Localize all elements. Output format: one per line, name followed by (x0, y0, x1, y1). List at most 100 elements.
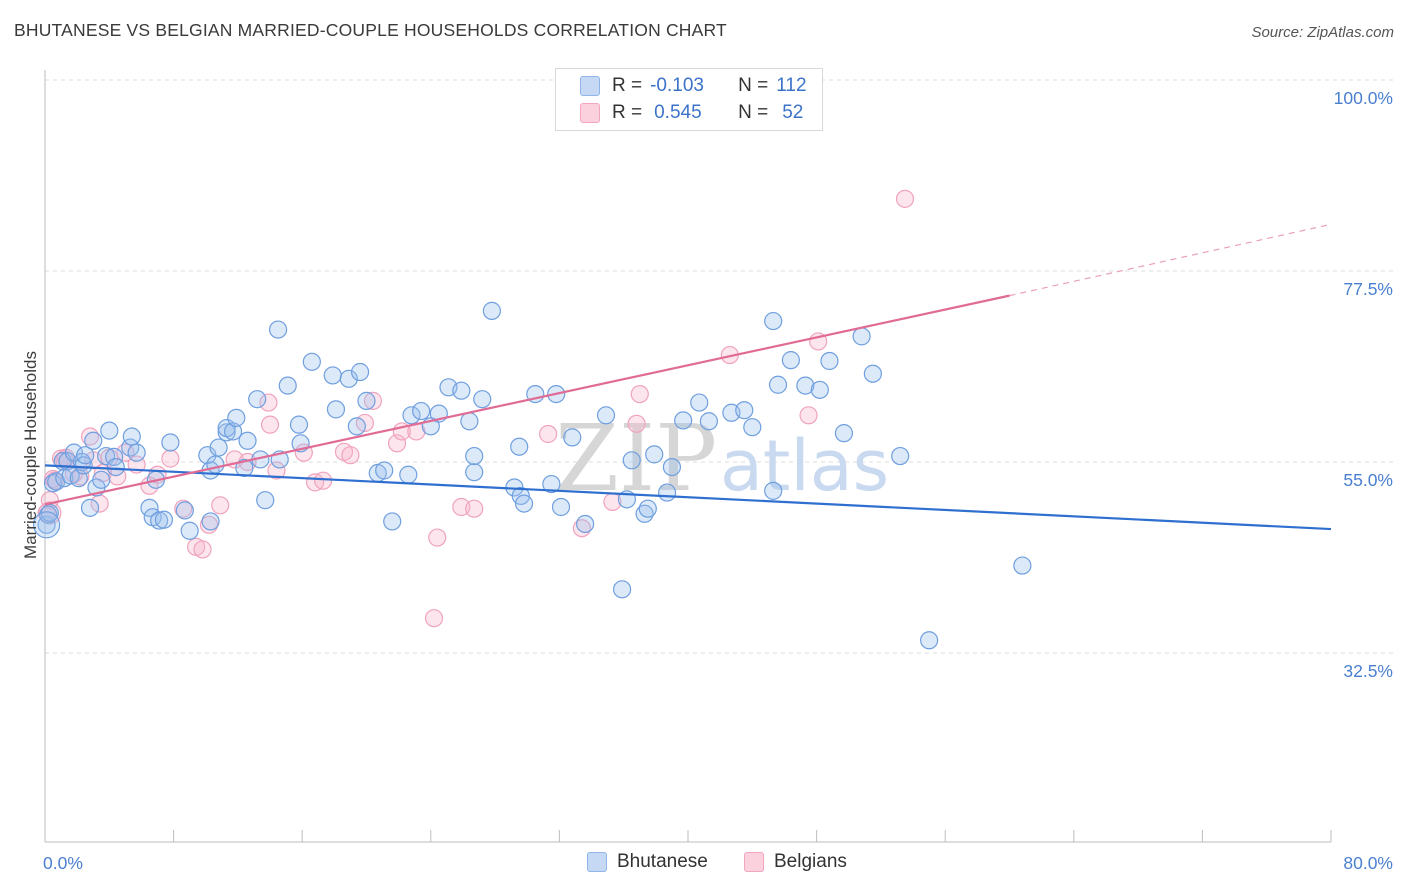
point-bhutanese (375, 461, 394, 480)
trend-line-belgians (44, 294, 1010, 506)
point-bhutanese (891, 446, 910, 466)
axes (44, 70, 1332, 843)
legend-row-bhutanese: R = -0.103 N = 112 (580, 75, 807, 97)
y-axis-label: Married-couple Households (21, 351, 40, 559)
chart-source: Source: ZipAtlas.com (1251, 24, 1394, 41)
point-bhutanese (154, 510, 174, 529)
point-bhutanese (743, 418, 762, 437)
point-bhutanese (350, 362, 370, 382)
chart-title: BHUTANESE VS BELGIAN MARRIED-COUPLE HOUS… (14, 20, 727, 40)
point-belgians (211, 496, 230, 515)
series-legend: Bhutanese Belgians (0, 851, 1406, 877)
point-bhutanese (473, 390, 492, 409)
y-tick-label: 77.5% (1343, 279, 1393, 299)
trend-line-bhutanese (44, 464, 1332, 531)
watermark-atlas: atlas (720, 425, 889, 507)
point-bhutanese (122, 427, 141, 446)
point-bhutanese (206, 455, 225, 474)
point-bhutanese (399, 465, 418, 484)
point-bhutanese (76, 446, 95, 465)
x-tick-label: 80.0% (1343, 853, 1393, 873)
point-bhutanese (1013, 556, 1032, 575)
point-belgians (363, 391, 383, 410)
gridlines (45, 79, 1393, 654)
point-belgians (428, 528, 447, 547)
legend-label: Bhutanese (617, 851, 708, 872)
point-bhutanese (127, 443, 146, 462)
point-bhutanese-cluster (33, 511, 61, 539)
point-bhutanese (563, 428, 582, 447)
legend-item-belgians: Belgians (744, 851, 847, 873)
point-bhutanese (920, 631, 939, 650)
point-bhutanese (690, 393, 709, 412)
legend-swatch-blue (580, 76, 600, 96)
point-bhutanese (820, 351, 839, 371)
legend-row-belgians: R = 0.545 N = 52 (580, 102, 803, 124)
point-bhutanese (223, 422, 243, 441)
point-bhutanese (201, 512, 220, 531)
legend-r-value: -0.103 (650, 75, 704, 96)
point-bhutanese (92, 470, 111, 489)
point-bhutanese (514, 494, 534, 513)
point-bhutanese (326, 400, 346, 419)
legend-r-value: 0.545 (654, 102, 702, 123)
y-tick-label: 55.0% (1343, 470, 1393, 490)
point-belgians (267, 461, 286, 480)
point-belgians (387, 434, 407, 453)
point-bhutanese (289, 415, 309, 434)
point-bhutanese (465, 446, 484, 466)
point-bhutanese (863, 364, 882, 383)
point-bhutanese (209, 438, 228, 457)
point-bhutanese (238, 431, 257, 450)
point-belgians (313, 471, 333, 490)
point-bhutanese (834, 424, 854, 443)
point-bhutanese (674, 411, 693, 430)
legend-n-label: N = (738, 102, 769, 123)
point-bhutanese (302, 352, 321, 371)
point-belgians (539, 424, 558, 444)
point-bhutanese (596, 406, 616, 425)
point-belgians (630, 384, 649, 404)
point-bhutanese (645, 445, 664, 464)
point-bhutanese (227, 408, 246, 427)
legend-n-value: 112 (776, 75, 807, 96)
point-bhutanese (735, 401, 754, 420)
point-bhutanese (278, 376, 297, 395)
point-bhutanese (248, 390, 267, 409)
legend-label: Belgians (774, 851, 847, 872)
point-bhutanese (452, 381, 471, 400)
point-bhutanese (622, 451, 641, 470)
point-bhutanese (796, 376, 815, 395)
point-bhutanese (662, 457, 682, 477)
point-bhutanese (638, 499, 657, 518)
point-belgians (799, 406, 818, 425)
point-bhutanese (764, 311, 783, 331)
legend-n-label: N = (738, 75, 769, 96)
point-bhutanese (161, 433, 180, 452)
point-bhutanese (268, 320, 288, 339)
point-bhutanese (465, 463, 484, 482)
legend-item-bhutanese: Bhutanese (587, 851, 708, 873)
point-bhutanese (635, 504, 654, 523)
tick-labels: 100.0% 77.5% 55.0% 32.5% 0.0% 80.0% (43, 88, 1393, 873)
point-bhutanese (175, 501, 194, 520)
point-bhutanese (180, 521, 199, 540)
point-bhutanese (84, 431, 103, 450)
point-belgians (193, 540, 212, 559)
legend-swatch-blue (587, 852, 607, 872)
point-belgians (260, 415, 280, 434)
point-belgians (424, 609, 444, 628)
point-bhutanese (576, 514, 595, 534)
x-tick-label: 0.0% (43, 853, 83, 873)
point-bhutanese (658, 483, 677, 502)
point-belgians (341, 446, 360, 465)
legend-r-label: R = (612, 75, 643, 96)
point-bhutanese (383, 512, 402, 531)
point-bhutanese (106, 457, 125, 477)
point-bhutanese (256, 491, 275, 510)
trend-line-belgians-extension (1009, 223, 1332, 297)
point-bhutanese (551, 497, 571, 517)
legend-swatch-pink (744, 852, 764, 872)
series-belgians (37, 189, 915, 628)
point-bhutanese (612, 580, 632, 599)
